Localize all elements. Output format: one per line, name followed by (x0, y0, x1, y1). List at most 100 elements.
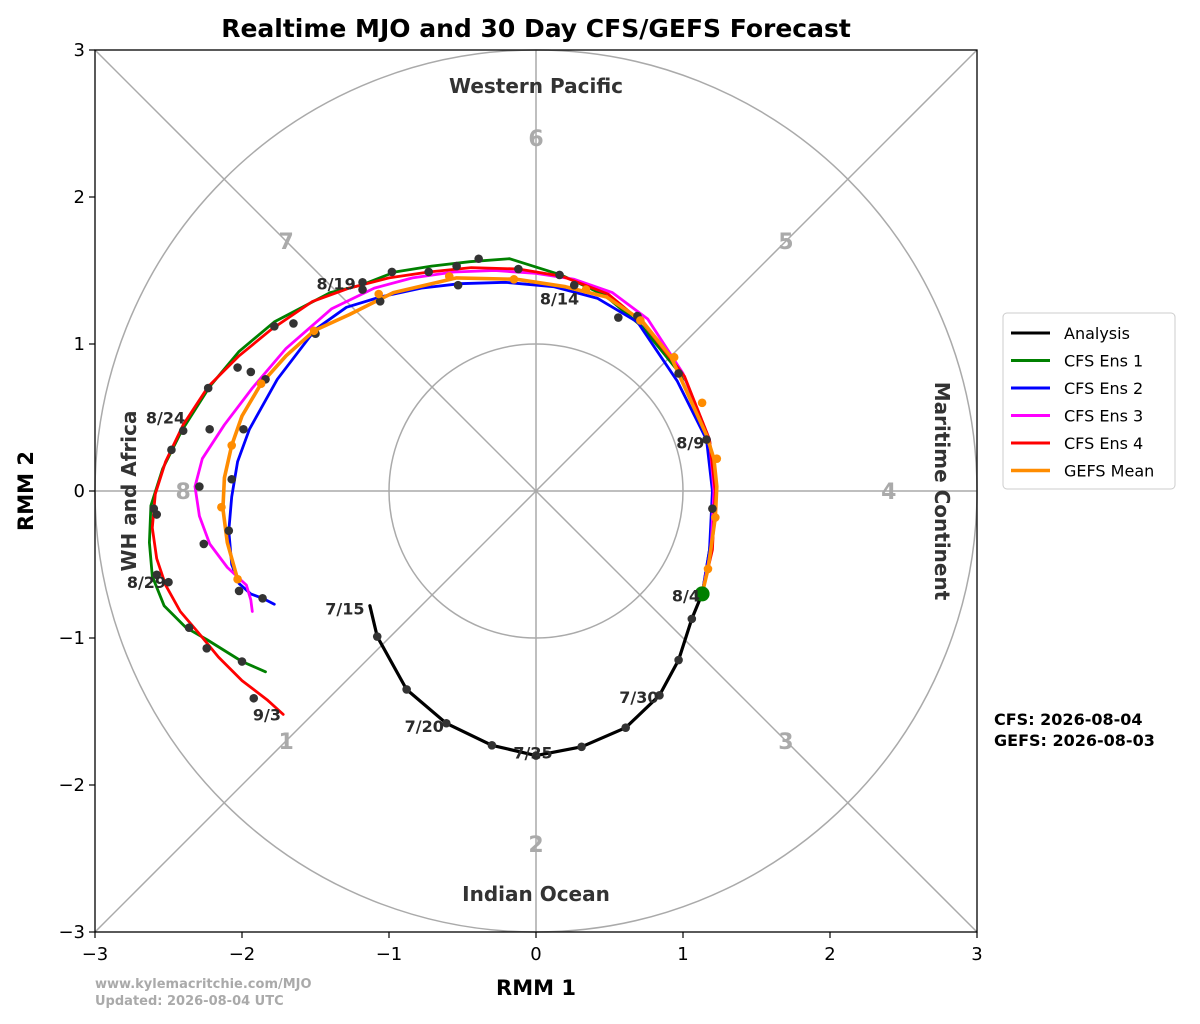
date-marker (358, 277, 367, 287)
date-marker (569, 280, 579, 290)
gefs-marker (444, 272, 454, 281)
date-label: 8/24 (146, 409, 185, 428)
gefs-marker (712, 454, 722, 463)
date-marker (224, 526, 234, 535)
y-tick-label: 0 (74, 481, 85, 502)
date-marker (387, 267, 397, 277)
gefs-marker (697, 398, 707, 408)
date-marker (202, 643, 212, 653)
legend-label: Analysis (1064, 324, 1130, 343)
x-axis-label: RMM 1 (496, 976, 576, 1000)
date-marker (249, 693, 259, 703)
analysis-start-marker (694, 586, 710, 602)
date-marker (474, 254, 483, 264)
y-tick-label: −2 (58, 775, 85, 796)
date-labels: 7/15 7/20 7/25 7/30 8/4 8/9 8/14 8/19 8/24 8/29 9/… (127, 275, 705, 763)
date-marker (621, 723, 630, 732)
legend-label: CFS Ens 1 (1064, 352, 1143, 371)
date-label: 7/25 (513, 744, 552, 763)
date-marker (152, 570, 162, 580)
chart-grid (94, 49, 978, 933)
gefs-marker (703, 564, 713, 574)
gefs-marker (636, 316, 645, 325)
date-label: 8/14 (540, 289, 579, 308)
cfs-init-text: CFS: 2026-08-04 (994, 710, 1143, 729)
date-marker (442, 718, 451, 728)
gefs-marker (227, 441, 237, 450)
date-marker (237, 657, 247, 666)
x-tick-label: −3 (82, 944, 109, 965)
phase-label: 4 (881, 480, 896, 505)
date-marker (702, 435, 711, 444)
date-marker (227, 474, 237, 484)
date-label: 7/20 (405, 717, 444, 736)
phase-label: 2 (528, 833, 543, 858)
gefs-init-text: GEFS: 2026-08-03 (994, 731, 1155, 750)
date-label: 8/4 (672, 586, 700, 605)
x-tick-label: −1 (376, 944, 403, 965)
date-label: 9/3 (253, 705, 281, 724)
source-url: www.kylemacritchie.com/MJO (95, 977, 312, 992)
x-tick-label: 0 (530, 944, 541, 965)
legend-box (1002, 312, 1176, 490)
phase-label: 8 (176, 480, 191, 505)
x-tick-label: 3 (971, 944, 982, 965)
axis-ticks: −3 −2 −1 0 1 2 3 −3 −2 −1 0 1 2 3 (58, 40, 982, 965)
chart-legend: Analysis CFS Ens 1 CFS Ens 2 CFS Ens 3 CFS E… (1002, 312, 1176, 490)
date-marker (487, 741, 497, 750)
date-marker (708, 504, 717, 513)
gefs-marker (711, 513, 720, 522)
gefs-marker (256, 379, 266, 388)
gefs-marker (509, 275, 519, 284)
date-marker (205, 424, 214, 434)
date-marker (270, 322, 279, 331)
x-tick-label: 1 (677, 944, 688, 965)
chart-title: Realtime MJO and 30 Day CFS/GEFS Forecas… (221, 14, 851, 43)
date-marker (453, 280, 463, 290)
date-marker (152, 510, 162, 519)
updated-text: Updated: 2026-08-04 UTC (95, 994, 284, 1009)
region-label-top: Western Pacific (449, 74, 623, 98)
region-label-bottom: Indian Ocean (462, 882, 610, 906)
y-tick-label: 3 (74, 40, 85, 61)
date-marker (424, 267, 433, 277)
chart-series (147, 257, 719, 758)
date-marker (199, 539, 209, 549)
date-marker (234, 586, 244, 596)
legend-label: GEFS Mean (1064, 462, 1154, 481)
phase-label: 1 (278, 730, 293, 755)
y-tick-label: 1 (74, 334, 85, 355)
date-marker (258, 594, 267, 603)
date-marker (531, 751, 541, 760)
gefs-marker (217, 502, 226, 512)
phase-label: 3 (778, 730, 793, 755)
series-line-gefs-mean (221, 276, 719, 596)
gefs-marker (233, 574, 242, 584)
date-marker (195, 482, 204, 491)
date-label: 7/15 (325, 600, 364, 619)
date-marker (655, 691, 664, 700)
date-marker (184, 623, 194, 633)
date-marker (674, 655, 683, 665)
phase-label: 7 (278, 230, 293, 255)
date-marker (687, 614, 697, 624)
date-marker (555, 270, 564, 280)
date-marker (203, 383, 213, 393)
date-marker (233, 363, 242, 372)
series-line-analysis (368, 592, 704, 758)
y-tick-label: −3 (58, 922, 85, 943)
region-label-left: WH and Africa (117, 410, 141, 571)
legend-label: CFS Ens 3 (1064, 407, 1143, 426)
date-label: 8/9 (676, 433, 704, 452)
y-axis-label: RMM 2 (14, 451, 38, 531)
date-marker (372, 632, 382, 641)
chart-markers (149, 254, 722, 760)
phase-label: 5 (778, 230, 793, 255)
x-tick-label: −2 (229, 944, 256, 965)
phase-label: 6 (528, 127, 543, 152)
series-line-cfs-ens-1 (147, 257, 717, 674)
date-marker (164, 577, 173, 587)
date-marker (614, 313, 623, 322)
gefs-marker (374, 289, 384, 299)
date-marker (167, 445, 176, 455)
